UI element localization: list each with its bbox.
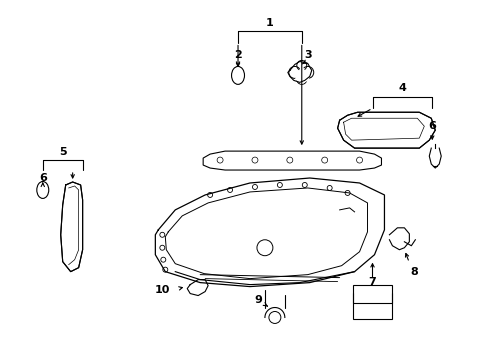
Text: 4: 4: [398, 84, 406, 93]
Polygon shape: [337, 112, 434, 148]
Text: 7: 7: [368, 276, 376, 287]
Text: 10: 10: [154, 284, 170, 294]
Polygon shape: [203, 151, 381, 170]
Text: 1: 1: [265, 18, 273, 28]
Text: 6: 6: [39, 173, 47, 183]
Text: 2: 2: [234, 50, 242, 60]
Text: 8: 8: [409, 267, 417, 276]
Text: 3: 3: [304, 50, 311, 60]
Polygon shape: [294, 64, 309, 84]
Text: 6: 6: [427, 121, 435, 131]
Polygon shape: [61, 182, 82, 272]
Text: 5: 5: [59, 147, 66, 157]
Bar: [352, 285, 392, 319]
Text: 9: 9: [253, 294, 262, 305]
